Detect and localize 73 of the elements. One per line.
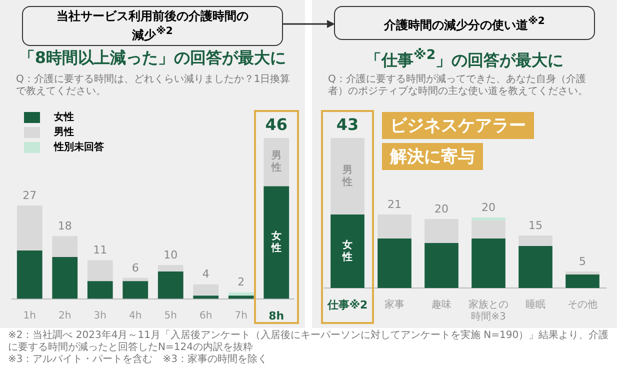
- annotation: 21: [388, 198, 402, 211]
- x-tick-label: 仕事※2: [326, 298, 368, 312]
- annotation: 5: [579, 254, 586, 268]
- chart-title: 当社サービス利用前後の介護時間の減少$^{※2}$: [56, 9, 250, 43]
- legend-label: 性別未回答: [54, 140, 104, 154]
- annotation: 15: [528, 218, 542, 232]
- bar: [264, 186, 290, 299]
- bar: [424, 243, 458, 288]
- bar: [264, 138, 290, 186]
- annotation: 6: [132, 261, 139, 274]
- bar: [330, 138, 364, 214]
- annotation: 4: [202, 268, 210, 281]
- bar: [16, 206, 42, 251]
- bar: [566, 274, 600, 288]
- annotation: 10: [164, 248, 178, 262]
- chart-subtitle: 「仕事$^{※2}$」の回答が最大に: [364, 48, 565, 72]
- bar: [518, 236, 552, 246]
- legend-label: 女性: [54, 110, 74, 124]
- bar: [193, 296, 219, 299]
- bar: [122, 281, 148, 299]
- bar: [52, 236, 78, 257]
- series-label: 男性: [342, 164, 352, 188]
- bar: [158, 271, 184, 299]
- annotation: 解決に寄与: [382, 143, 483, 170]
- legend-label: 男性: [54, 126, 74, 139]
- x-tick-label: 8h: [268, 309, 284, 322]
- bar: [87, 260, 113, 282]
- bar: [52, 256, 78, 299]
- bar: [378, 214, 412, 238]
- text: 男性: [271, 150, 282, 174]
- annotation: 46: [265, 115, 288, 134]
- text: ビジネスケアラー: [382, 112, 534, 139]
- x-tick-label: 3h: [94, 310, 106, 322]
- bar: [518, 246, 552, 288]
- x-tick-label: 睡眠: [526, 298, 546, 311]
- bar: [566, 272, 600, 274]
- x-tick-label: 趣味: [432, 298, 452, 311]
- text: Q：介護に要する時間は、どれくらい減りましたか？1日換算で教えてください。: [16, 74, 292, 98]
- chart-title: 介護時間の減少分の使い道$^{※2}$: [384, 14, 545, 32]
- bar: [472, 238, 506, 288]
- x-tick-label: 7h: [234, 310, 248, 322]
- x-tick-label: 5h: [164, 310, 177, 322]
- x-tick-label: 家族との時間※3: [468, 298, 508, 323]
- text: ※3：アルバイト・パートを含む ※3：家事の時間を除く: [8, 354, 268, 366]
- series-label: 女性: [342, 238, 352, 263]
- bar: [16, 250, 42, 299]
- bar: [193, 284, 219, 296]
- annotation: 20: [482, 200, 496, 214]
- text: 女性: [271, 231, 282, 254]
- annotation: 43: [336, 115, 359, 134]
- bar: [228, 296, 254, 299]
- bar: [158, 265, 184, 272]
- annotation: 20: [434, 202, 448, 216]
- annotation: 18: [58, 219, 72, 232]
- x-tick-label: その他: [568, 298, 598, 311]
- annotation: 2: [238, 276, 245, 289]
- x-tick-label: 1h: [23, 310, 36, 322]
- bar: [87, 281, 113, 299]
- chart-subtitle: 「8時間以上減った」の回答が最大に: [18, 48, 288, 69]
- bar: [122, 278, 148, 282]
- bar: [424, 219, 458, 243]
- bar: [378, 238, 412, 288]
- bar: [330, 214, 364, 288]
- x-tick-label: 家事: [384, 298, 404, 311]
- bar: [472, 220, 506, 238]
- bar: [228, 292, 254, 296]
- text: Q：介護に要する時間が減ってできた、あなた自身（介護者）のポジティブな時間の主な使い道を教えてください。: [328, 74, 589, 98]
- annotation: 11: [93, 244, 108, 257]
- x-tick-label: 2h: [58, 310, 72, 322]
- text: ※2：当社調べ 2023年4月～11月「入居後アンケート（入居後にキーパーソンに対してアンケートを実施 N=190）」結果より、介護に要する時間が減ったと回答したN=124の内訳を抜粋: [8, 330, 610, 354]
- x-tick-label: 6h: [200, 310, 212, 322]
- annotation: 27: [22, 188, 37, 202]
- x-tick-label: 4h: [129, 310, 142, 322]
